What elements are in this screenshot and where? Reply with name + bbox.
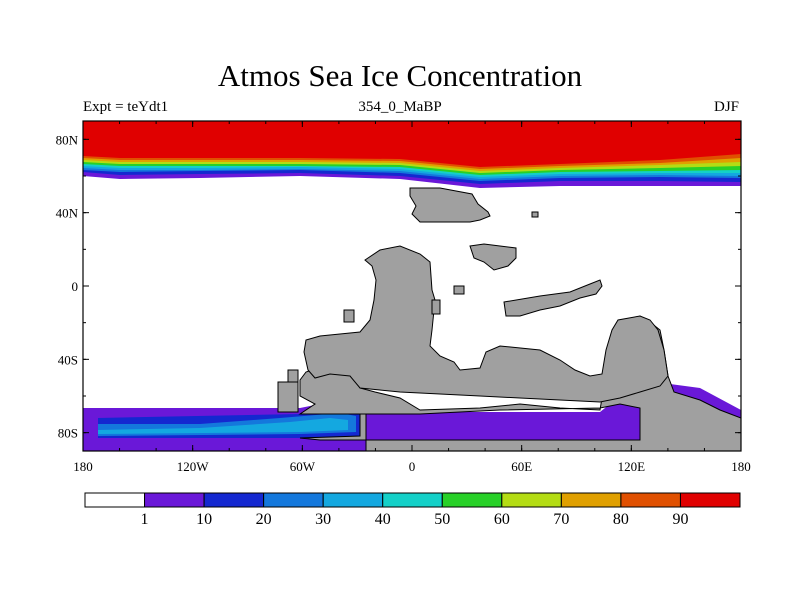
land-island-central	[469, 243, 517, 271]
colorbar-swatch	[620, 492, 681, 508]
colorbar-label: 10	[196, 511, 212, 528]
antarctic-ice-40pct	[98, 418, 348, 434]
colorbar-swatch	[263, 492, 324, 508]
land-africa-eurasia	[303, 245, 669, 403]
map-title: Atmos Sea Ice Concentration	[217, 58, 583, 93]
season-label: DJF	[713, 99, 739, 115]
x-tick-label: 60W	[290, 459, 316, 474]
colorbar-label: 1	[141, 511, 149, 528]
land-islet-6	[431, 299, 441, 315]
y-tick-label: 0	[72, 279, 79, 294]
colorbar-swatch	[560, 492, 622, 508]
y-tick-label: 80S	[58, 426, 78, 441]
colorbar-swatch	[382, 492, 443, 508]
map-field	[83, 121, 741, 451]
colorbar-label: 50	[434, 511, 450, 528]
colorbar-swatch	[322, 492, 384, 508]
y-tick-label: 80N	[56, 132, 79, 147]
land-islet-1	[531, 211, 539, 218]
x-tick-label: 60E	[511, 459, 532, 474]
y-tick-label: 40N	[56, 206, 79, 221]
period-label: 354_0_MaBP	[358, 99, 442, 115]
colorbar-label: 70	[553, 511, 569, 528]
colorbar-label: 60	[494, 511, 510, 528]
land-islet-2	[453, 285, 465, 295]
x-tick-label: 180	[73, 459, 93, 474]
colorbar: 1 10 20 30 40 50 60 70 80 90	[84, 492, 741, 528]
colorbar-label: 40	[375, 511, 391, 528]
colorbar-swatch	[144, 492, 205, 508]
x-axis: 180 120W 60W 0 60E 120E 180	[73, 121, 751, 474]
colorbar-swatch	[679, 492, 741, 508]
arctic-ice-90pct	[83, 121, 741, 167]
colorbar-label: 90	[672, 511, 688, 528]
colorbar-swatch	[203, 492, 265, 508]
x-tick-label: 120W	[177, 459, 210, 474]
y-tick-label: 40S	[58, 352, 78, 367]
colorbar-label: 30	[315, 511, 331, 528]
colorbar-label: 20	[256, 511, 272, 528]
land-islet-5	[287, 369, 299, 383]
x-tick-label: 180	[731, 459, 751, 474]
colorbar-swatch	[441, 492, 503, 508]
land-islet-3	[343, 309, 355, 323]
land-island-east	[503, 279, 603, 317]
land-islet-4	[277, 381, 299, 413]
colorbar-swatch	[501, 492, 562, 508]
experiment-label: Expt = teYdt1	[83, 99, 169, 115]
land-north-america-part	[409, 187, 491, 223]
colorbar-swatch	[84, 492, 146, 508]
x-tick-label: 120E	[618, 459, 646, 474]
colorbar-label: 80	[613, 511, 629, 528]
y-axis: 80N 40N 0 40S 80S	[56, 132, 741, 441]
x-tick-label: 0	[409, 459, 416, 474]
